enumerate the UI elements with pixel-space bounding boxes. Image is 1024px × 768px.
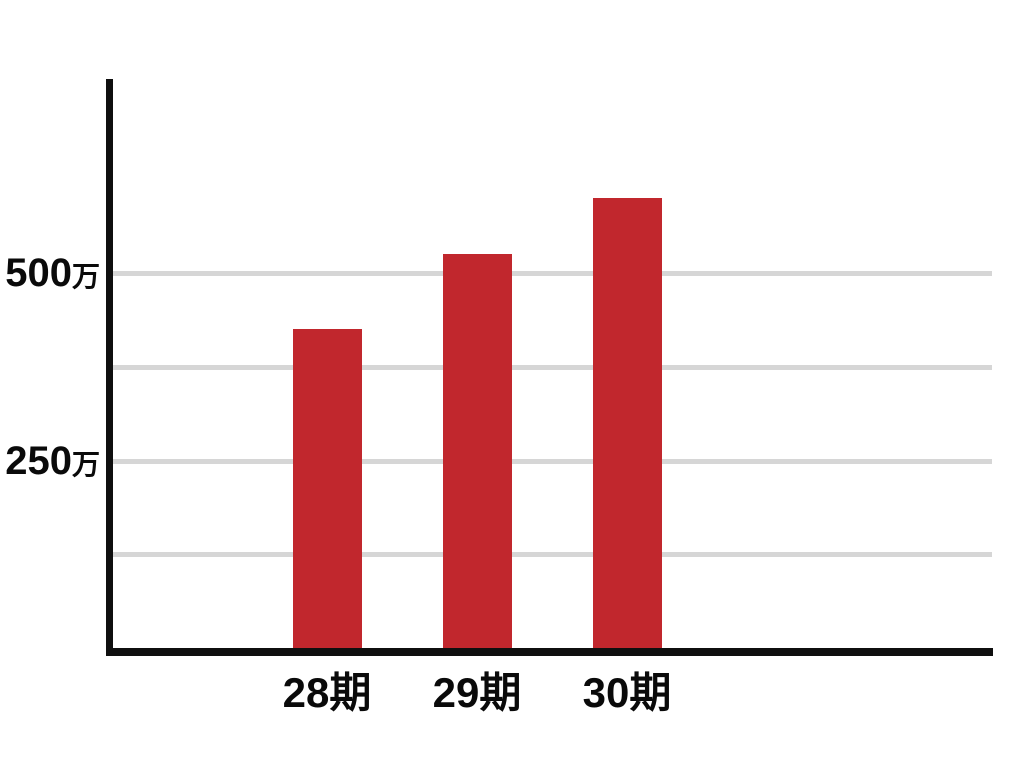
gridline — [113, 458, 992, 464]
y-tick-unit: 万 — [71, 261, 100, 292]
y-tick-value: 500 — [5, 251, 72, 295]
y-axis-line — [106, 79, 113, 656]
y-tick-unit: 万 — [71, 449, 100, 480]
bar-29期 — [443, 254, 512, 648]
bar-28期 — [293, 329, 362, 648]
x-axis-line — [106, 648, 993, 656]
x-tick-label-28期: 28期 — [282, 669, 372, 716]
x-tick-label-30期: 30期 — [582, 669, 672, 716]
y-tick-label: 250万 — [0, 437, 100, 489]
plot-area — [106, 79, 993, 648]
x-tick-label-29期: 29期 — [432, 669, 522, 716]
bar-30期 — [593, 198, 662, 648]
gridline — [113, 552, 992, 558]
gridline — [113, 364, 992, 370]
y-tick-label: 500万 — [0, 249, 100, 301]
gridline — [113, 271, 992, 276]
y-tick-value: 250 — [5, 439, 72, 483]
